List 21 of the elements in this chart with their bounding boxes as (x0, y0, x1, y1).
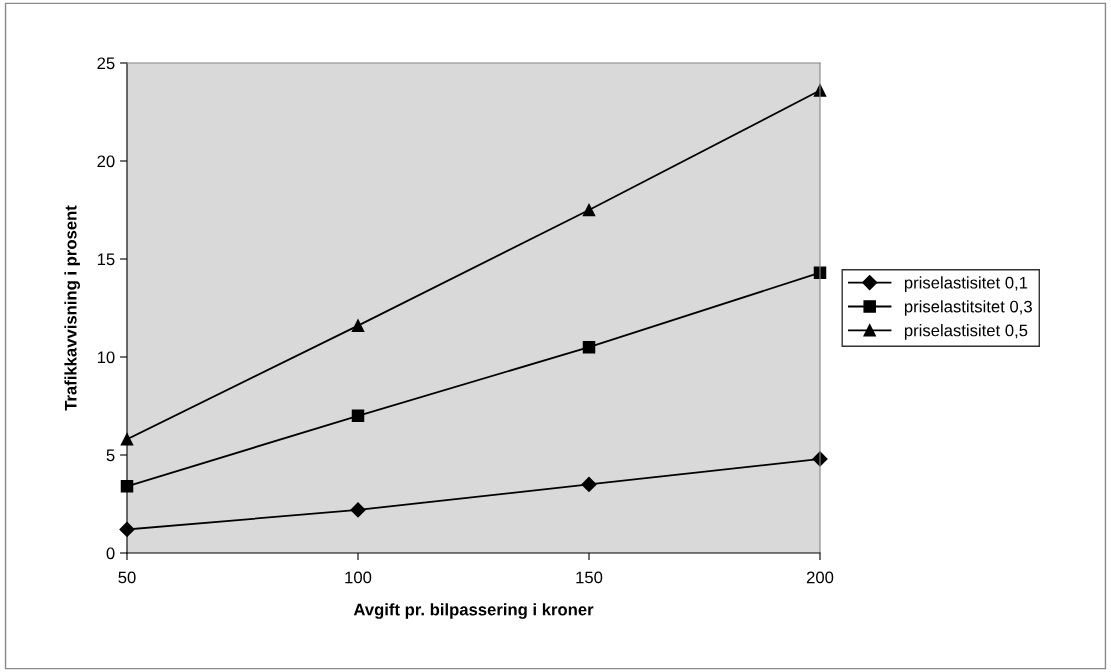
point (350, 502, 366, 518)
y-axis-title: Trafikkavvisning i prosent (64, 205, 80, 411)
point (582, 340, 596, 354)
x-tick-label: 150 (576, 571, 603, 584)
point (582, 203, 596, 217)
legend-label: priselastisitet 0,5 (904, 324, 1028, 340)
point (351, 319, 365, 332)
y-tick-label: 15 (97, 253, 115, 266)
x-axis-title: Avgift pr. bilpassering i kroner (353, 603, 594, 619)
x-tick-label: 200 (806, 571, 834, 584)
y-tick-label: 0 (106, 547, 115, 560)
point (581, 476, 597, 492)
legend-label: priselastisitet 0,1 (904, 276, 1028, 292)
point (351, 409, 365, 423)
y-tick-label: 20 (97, 155, 115, 168)
x-tick-label: 100 (345, 571, 372, 584)
y-tick-label: 5 (106, 449, 115, 462)
y-tick-label: 25 (97, 57, 115, 70)
x-tick-label: 50 (118, 571, 136, 584)
legend-label: priselastitsitet 0,3 (904, 300, 1032, 316)
y-tick-label: 10 (97, 351, 115, 364)
